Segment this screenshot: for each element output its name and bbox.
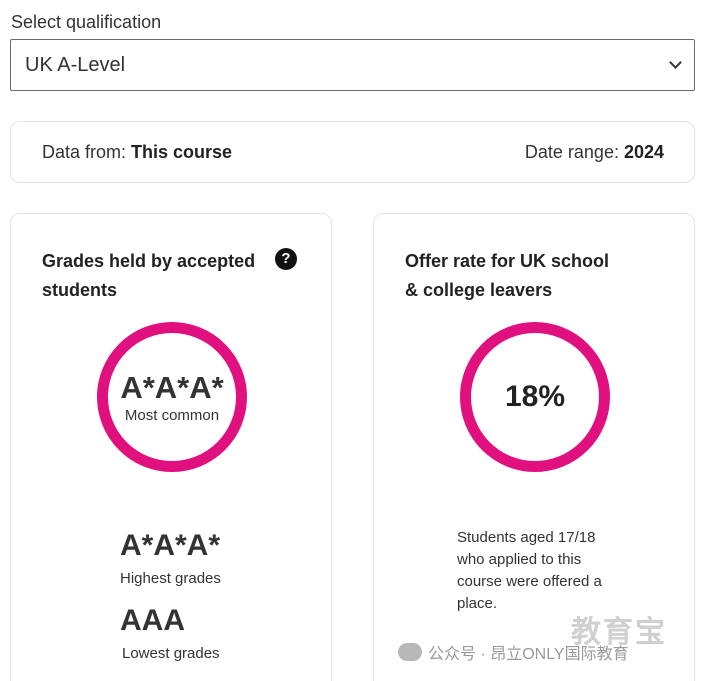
- highest-grades-label: Highest grades: [120, 570, 221, 587]
- watermark: 公众号 · 昂立ONLY国际教育: [398, 640, 629, 664]
- highest-grades-value: A*A*A*: [120, 529, 221, 562]
- date-range-label: Date range:: [524, 141, 624, 162]
- watermark-logo: 教育宝: [571, 616, 667, 649]
- watermark-text: 公众号 · 昂立ONLY国际教育: [428, 646, 629, 663]
- qualification-select[interactable]: UK A-Level: [10, 39, 695, 91]
- most-common-grade-ring: A*A*A* Most common: [97, 322, 247, 472]
- offer-rate-value: 18%: [504, 380, 566, 413]
- most-common-grade-label: Most common: [124, 406, 220, 424]
- offer-rate-card-title: Offer rate for UK school & college leave…: [405, 251, 610, 300]
- data-from-label: Data from:: [42, 141, 132, 162]
- data-source-bar: Data from: This course Date range: 2024: [10, 121, 695, 183]
- date-range: Date range: 2024: [525, 142, 664, 163]
- qualification-selected-value: UK A-Level: [25, 53, 126, 76]
- most-common-grade-value: A*A*A*: [120, 369, 224, 405]
- data-from: Data from: This course: [42, 142, 232, 163]
- question-circle-icon[interactable]: ?: [275, 248, 297, 270]
- qualification-label: Select qualification: [11, 12, 162, 32]
- chevron-down-icon: [669, 56, 682, 69]
- date-range-value: 2024: [623, 141, 664, 162]
- lowest-grades-label: Lowest grades: [122, 645, 220, 662]
- data-from-value: This course: [131, 141, 233, 162]
- offer-rate-description: Students aged 17/18 who applied to this …: [457, 529, 602, 612]
- wechat-icon: [398, 643, 422, 661]
- lowest-grades-value: AAA: [120, 604, 185, 637]
- grades-card-title: Grades held by accepted students: [42, 251, 256, 300]
- offer-rate-card: Offer rate for UK school & college leave…: [373, 213, 695, 681]
- offer-rate-ring: 18%: [460, 322, 610, 472]
- grades-card: Grades held by accepted students ? A*A*A…: [10, 213, 332, 681]
